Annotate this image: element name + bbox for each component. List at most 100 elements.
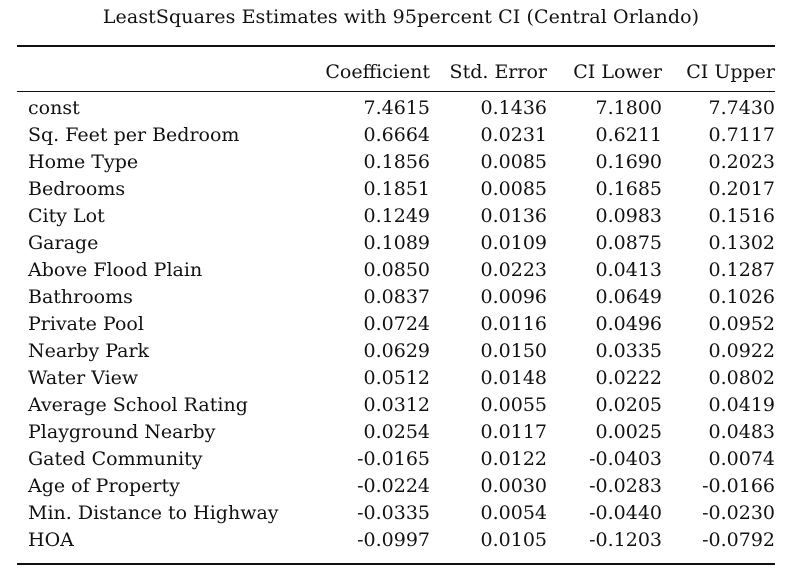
- row-coefficient: 0.0512: [363, 367, 430, 389]
- row-std-error: 0.0085: [480, 151, 547, 173]
- row-ci-lower: 7.1800: [595, 97, 662, 119]
- row-std-error: 0.0223: [480, 259, 547, 281]
- table-row: Min. Distance to Highway -0.0335 0.0054 -0.…: [17, 500, 775, 527]
- row-ci-lower: 0.0413: [595, 259, 662, 281]
- row-ci-upper: -0.0230: [702, 502, 775, 524]
- row-ci-upper: 0.0952: [708, 313, 775, 335]
- row-ci-upper: 0.2023: [708, 151, 775, 173]
- row-ci-upper: 0.1302: [708, 232, 775, 254]
- table-row: City Lot 0.1249 0.0136 0.0983 0.1516: [17, 203, 775, 230]
- row-ci-lower: 0.0335: [595, 340, 662, 362]
- row-coefficient: 0.1856: [363, 151, 430, 173]
- table-row: Gated Community -0.0165 0.0122 -0.0403 0.007…: [17, 446, 775, 473]
- row-ci-lower: 0.6211: [595, 124, 662, 146]
- row-variable: Age of Property: [28, 475, 180, 497]
- row-coefficient: 0.0837: [363, 286, 430, 308]
- table-row: Water View 0.0512 0.0148 0.0222 0.0802: [17, 365, 775, 392]
- row-ci-lower: 0.0649: [595, 286, 662, 308]
- table-row: Private Pool 0.0724 0.0116 0.0496 0.0952: [17, 311, 775, 338]
- row-ci-upper: 0.0922: [708, 340, 775, 362]
- row-ci-lower: -0.0283: [589, 475, 662, 497]
- row-variable: HOA: [28, 529, 74, 551]
- table-row: Sq. Feet per Bedroom 0.6664 0.0231 0.6211 0.…: [17, 122, 775, 149]
- table-row: Home Type 0.1856 0.0085 0.1690 0.2023: [17, 149, 775, 176]
- row-std-error: 0.0054: [480, 502, 547, 524]
- header-rule: [17, 91, 775, 92]
- row-coefficient: 0.1851: [363, 178, 430, 200]
- row-std-error: 0.0105: [480, 529, 547, 551]
- row-std-error: 0.0231: [480, 124, 547, 146]
- row-coefficient: 0.0312: [363, 394, 430, 416]
- row-ci-upper: 0.1516: [708, 205, 775, 227]
- row-std-error: 0.0150: [480, 340, 547, 362]
- table-row: Playground Nearby 0.0254 0.0117 0.0025 0.048…: [17, 419, 775, 446]
- row-ci-lower: 0.0205: [595, 394, 662, 416]
- row-ci-lower: 0.0025: [595, 421, 662, 443]
- row-ci-lower: 0.1685: [595, 178, 662, 200]
- row-coefficient: 7.4615: [363, 97, 430, 119]
- row-variable: const: [28, 97, 80, 119]
- row-ci-lower: 0.0496: [595, 313, 662, 335]
- row-variable: Sq. Feet per Bedroom: [28, 124, 240, 146]
- row-coefficient: 0.1249: [363, 205, 430, 227]
- table-row: Garage 0.1089 0.0109 0.0875 0.1302: [17, 230, 775, 257]
- row-variable: Garage: [28, 232, 99, 254]
- table-row: Nearby Park 0.0629 0.0150 0.0335 0.0922: [17, 338, 775, 365]
- row-ci-lower: 0.0875: [595, 232, 662, 254]
- row-coefficient: 0.0629: [363, 340, 430, 362]
- row-variable: Bathrooms: [28, 286, 133, 308]
- row-variable: Nearby Park: [28, 340, 150, 362]
- table-row: Bathrooms 0.0837 0.0096 0.0649 0.1026: [17, 284, 775, 311]
- header-ci-lower: CI Lower: [573, 61, 662, 83]
- row-std-error: 0.0117: [480, 421, 547, 443]
- row-variable: Water View: [28, 367, 139, 389]
- table-row: Age of Property -0.0224 0.0030 -0.0283 -0.01…: [17, 473, 775, 500]
- top-rule: [17, 45, 775, 47]
- row-variable: Min. Distance to Highway: [28, 502, 279, 524]
- row-ci-upper: 0.1287: [708, 259, 775, 281]
- header-std-error: Std. Error: [449, 61, 547, 83]
- row-ci-lower: -0.0403: [589, 448, 662, 470]
- row-variable: City Lot: [28, 205, 105, 227]
- row-ci-lower: 0.1690: [595, 151, 662, 173]
- row-ci-upper: 7.7430: [708, 97, 775, 119]
- row-std-error: 0.0109: [480, 232, 547, 254]
- row-coefficient: 0.6664: [363, 124, 430, 146]
- row-std-error: 0.0116: [480, 313, 547, 335]
- row-std-error: 0.0085: [480, 178, 547, 200]
- table-row: Average School Rating 0.0312 0.0055 0.0205 0…: [17, 392, 775, 419]
- header-coefficient: Coefficient: [325, 61, 430, 83]
- row-ci-upper: -0.0792: [702, 529, 775, 551]
- row-std-error: 0.0055: [480, 394, 547, 416]
- row-variable: Gated Community: [28, 448, 203, 470]
- row-std-error: 0.0148: [480, 367, 547, 389]
- row-ci-lower: -0.1203: [589, 529, 662, 551]
- row-coefficient: -0.0997: [357, 529, 430, 551]
- row-variable: Home Type: [28, 151, 139, 173]
- row-ci-upper: 0.7117: [708, 124, 775, 146]
- row-ci-upper: 0.1026: [708, 286, 775, 308]
- bottom-rule: [17, 563, 775, 565]
- row-coefficient: -0.0224: [357, 475, 430, 497]
- header-row: Coefficient Std. Error CI Lower CI Upper: [17, 57, 775, 87]
- row-coefficient: -0.0165: [357, 448, 430, 470]
- row-variable: Bedrooms: [28, 178, 126, 200]
- row-ci-upper: 0.2017: [708, 178, 775, 200]
- row-coefficient: 0.0850: [363, 259, 430, 281]
- row-coefficient: 0.1089: [363, 232, 430, 254]
- table-row: Bedrooms 0.1851 0.0085 0.1685 0.2017: [17, 176, 775, 203]
- table-row: Above Flood Plain 0.0850 0.0223 0.0413 0.128…: [17, 257, 775, 284]
- row-ci-lower: 0.0983: [595, 205, 662, 227]
- row-ci-upper: 0.0074: [708, 448, 775, 470]
- row-ci-upper: 0.0802: [708, 367, 775, 389]
- row-std-error: 0.1436: [480, 97, 547, 119]
- row-ci-lower: -0.0440: [589, 502, 662, 524]
- row-std-error: 0.0122: [480, 448, 547, 470]
- row-ci-lower: 0.0222: [595, 367, 662, 389]
- row-ci-upper: -0.0166: [702, 475, 775, 497]
- row-ci-upper: 0.0483: [708, 421, 775, 443]
- header-ci-upper: CI Upper: [686, 61, 775, 83]
- row-coefficient: -0.0335: [357, 502, 430, 524]
- row-variable: Above Flood Plain: [28, 259, 203, 281]
- row-std-error: 0.0030: [480, 475, 547, 497]
